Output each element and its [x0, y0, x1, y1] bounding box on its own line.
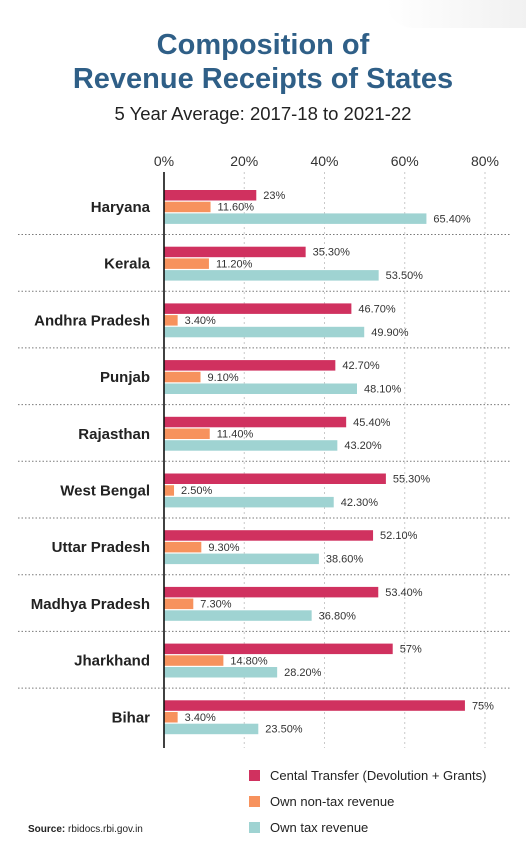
bar: [164, 303, 352, 314]
bar: [164, 667, 278, 678]
bar-value-label: 53.50%: [386, 270, 424, 282]
bar-value-label: 23%: [263, 190, 285, 202]
bar-value-label: 23.50%: [265, 724, 303, 736]
category-label: Punjab: [100, 369, 150, 386]
category-label: Andhra Pradesh: [34, 312, 150, 329]
bar-value-label: 35.30%: [313, 247, 351, 259]
bar: [164, 485, 175, 496]
bar: [164, 416, 347, 428]
bar-value-label: 11.60%: [218, 202, 255, 214]
bar-value-label: 53.40%: [385, 587, 423, 599]
source-text: rbidocs.rbi.gov.in: [68, 824, 143, 835]
bar-value-label: 43.20%: [344, 440, 382, 452]
category-label: Madhya Pradesh: [31, 596, 150, 613]
x-tick-label: 0%: [154, 153, 174, 169]
bar: [164, 712, 178, 723]
legend-item-central-transfer: Cental Transfer (Devolution + Grants): [249, 762, 486, 788]
x-tick-label: 60%: [391, 153, 419, 169]
bar: [164, 530, 374, 541]
bar: [164, 246, 306, 258]
x-tick-label: 80%: [471, 153, 499, 169]
x-tick-label: 20%: [230, 153, 258, 169]
source-note: Source: rbidocs.rbi.gov.in: [28, 824, 143, 835]
bar: [164, 371, 201, 383]
legend-swatch-central-transfer: [249, 769, 260, 781]
category-label: Bihar: [112, 709, 151, 726]
legend-item-own-tax: Own tax revenue: [249, 814, 486, 840]
bar-value-label: 36.80%: [319, 610, 357, 622]
bar-value-label: 55.30%: [393, 474, 431, 486]
bar: [164, 643, 393, 655]
category-label: Jharkhand: [74, 653, 150, 670]
x-tick-label: 40%: [310, 153, 338, 169]
bar: [164, 723, 259, 735]
bar: [164, 201, 211, 213]
bar-value-label: 75%: [472, 700, 494, 712]
subtitle: 5 Year Average: 2017-18 to 2021-22: [114, 103, 412, 124]
bar: [164, 598, 194, 610]
bar-value-label: 65.40%: [433, 213, 471, 225]
bar: [164, 586, 379, 598]
bar: [164, 326, 365, 338]
bar-value-label: 38.60%: [326, 554, 364, 566]
bar-value-label: 3.40%: [185, 712, 216, 724]
bar-value-label: 11.40%: [217, 429, 254, 441]
bar-value-label: 42.30%: [341, 497, 379, 509]
legend-swatch-own-non-tax: [249, 795, 260, 807]
bar-value-label: 57%: [400, 644, 422, 656]
title-line-1: Composition of: [156, 29, 370, 61]
bar-value-label: 52.10%: [380, 530, 418, 542]
bar-value-label: 9.10%: [208, 372, 239, 384]
bar-value-label: 28.20%: [284, 667, 322, 679]
category-label: Uttar Pradesh: [52, 539, 150, 556]
legend-label-own-non-tax: Own non-tax revenue: [270, 793, 395, 809]
corner-decoration: [386, 0, 526, 28]
bar: [164, 360, 336, 371]
bar-value-label: 46.70%: [358, 303, 396, 315]
bar: [164, 190, 257, 201]
bar-value-label: 3.40%: [185, 315, 216, 327]
bar: [164, 553, 319, 565]
title-line-2: Revenue Receipts of States: [72, 63, 454, 95]
bar: [164, 270, 379, 281]
legend-swatch-own-tax: [249, 821, 260, 833]
bar: [164, 383, 358, 394]
legend: Cental Transfer (Devolution + Grants) Ow…: [249, 762, 486, 840]
bar-value-label: 9.30%: [208, 542, 239, 554]
bar: [164, 315, 178, 326]
bar: [164, 655, 224, 666]
bar: [164, 496, 334, 508]
bar-value-label: 7.30%: [200, 599, 231, 611]
bar: [164, 440, 338, 451]
bar: [164, 213, 427, 224]
category-label: Rajasthan: [78, 426, 150, 443]
legend-item-own-non-tax: Own non-tax revenue: [249, 788, 486, 814]
bar: [164, 258, 209, 269]
bar: [164, 610, 312, 621]
bar-value-label: 2.50%: [181, 485, 212, 497]
category-label: West Bengal: [60, 483, 150, 500]
legend-label-own-tax: Own tax revenue: [270, 819, 369, 835]
bar: [164, 700, 465, 711]
category-label: Haryana: [91, 199, 151, 216]
bar-value-label: 11.20%: [216, 258, 253, 270]
bar-value-label: 49.90%: [371, 327, 409, 339]
bar-value-label: 45.40%: [353, 417, 391, 429]
bar-value-label: 42.70%: [342, 360, 380, 372]
bar-value-label: 14.80%: [230, 655, 268, 667]
bar: [164, 428, 210, 439]
source-label: Source:: [28, 824, 66, 835]
bar-value-label: 48.10%: [364, 384, 402, 396]
bar: [164, 473, 386, 484]
bar: [164, 541, 202, 553]
legend-label-central-transfer: Cental Transfer (Devolution + Grants): [270, 767, 487, 783]
category-label: Kerala: [104, 256, 151, 273]
